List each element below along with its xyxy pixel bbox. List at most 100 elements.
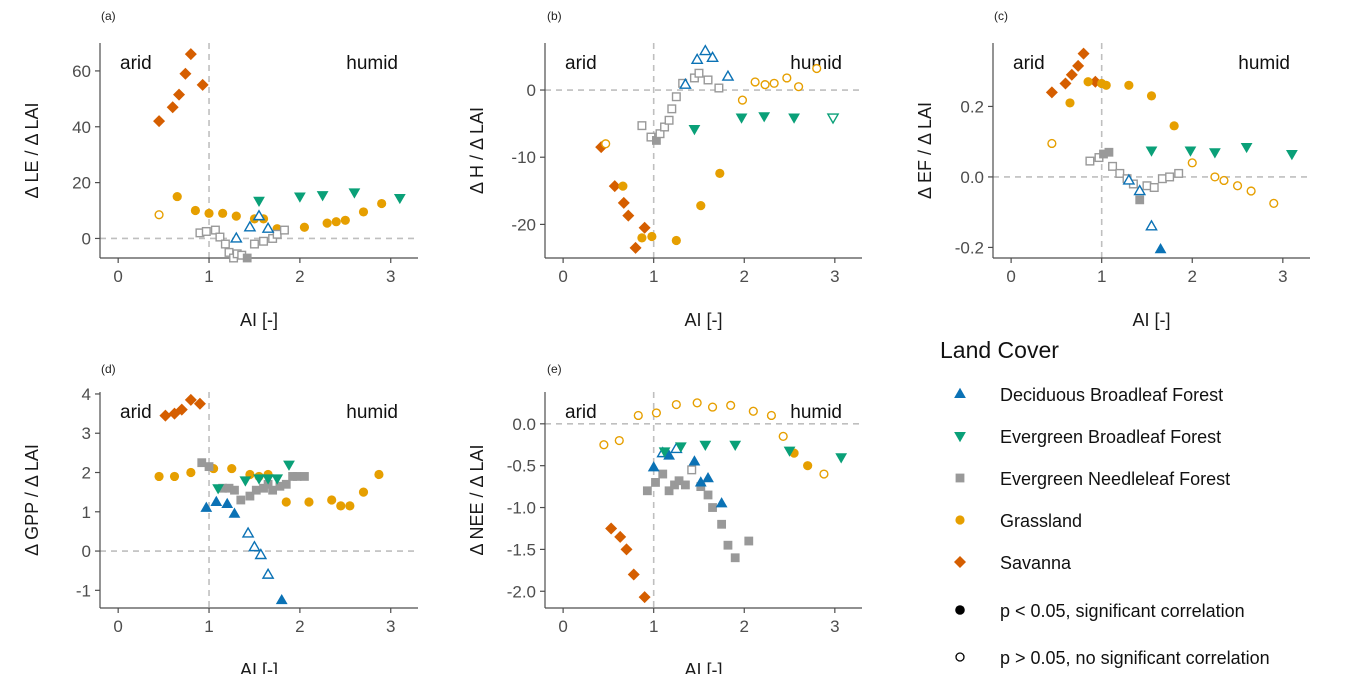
data-point bbox=[1108, 161, 1118, 171]
legend-symbol bbox=[954, 556, 966, 568]
series-evergreen-broadleaf-forest bbox=[1145, 142, 1298, 161]
data-point bbox=[154, 210, 164, 220]
data-point bbox=[1122, 173, 1136, 185]
data-point bbox=[197, 458, 207, 468]
data-point bbox=[348, 188, 361, 199]
data-point bbox=[782, 73, 792, 83]
x-axis-title: AI [-] bbox=[1132, 310, 1170, 330]
series-evergreen-broadleaf-forest bbox=[253, 188, 406, 207]
data-point bbox=[248, 540, 261, 552]
data-point bbox=[605, 522, 618, 535]
data-point bbox=[651, 408, 662, 418]
data-point bbox=[637, 121, 647, 131]
region-label-arid: arid bbox=[120, 402, 152, 423]
data-point bbox=[674, 476, 684, 486]
data-point bbox=[210, 225, 220, 235]
data-point bbox=[220, 239, 230, 249]
data-point bbox=[210, 495, 223, 506]
legend-significance-item: p > 0.05, no significant correlation bbox=[955, 648, 1270, 668]
data-point bbox=[262, 474, 274, 485]
data-point bbox=[826, 113, 840, 125]
data-point bbox=[748, 406, 758, 416]
data-point bbox=[758, 112, 771, 123]
data-point bbox=[1059, 77, 1072, 90]
legend-label: p > 0.05, no significant correlation bbox=[1000, 648, 1270, 668]
data-point bbox=[253, 196, 265, 207]
data-point bbox=[730, 553, 740, 563]
data-point bbox=[374, 469, 384, 480]
data-point bbox=[696, 200, 706, 211]
data-point bbox=[358, 207, 369, 217]
x-tick-label: 3 bbox=[386, 617, 395, 636]
y-tick-label: 2 bbox=[82, 464, 91, 483]
data-point bbox=[670, 480, 679, 490]
data-point bbox=[1142, 181, 1152, 191]
data-point bbox=[1072, 59, 1085, 72]
data-point bbox=[259, 483, 268, 493]
x-tick-label: 2 bbox=[740, 267, 749, 286]
legend-label: Evergreen Broadleaf Forest bbox=[1000, 427, 1221, 447]
data-point bbox=[692, 398, 702, 408]
data-point bbox=[726, 400, 736, 410]
data-point bbox=[627, 568, 640, 581]
legend-title: Land Cover bbox=[940, 337, 1059, 363]
data-point bbox=[281, 497, 291, 507]
y-tick-label: -1.5 bbox=[507, 540, 536, 559]
data-point bbox=[175, 403, 188, 416]
data-point bbox=[1047, 138, 1057, 149]
data-point bbox=[204, 462, 214, 472]
data-point bbox=[166, 101, 179, 114]
data-point bbox=[618, 181, 628, 191]
x-tick-label: 1 bbox=[649, 617, 658, 636]
data-point bbox=[281, 479, 291, 489]
data-point bbox=[340, 215, 350, 225]
data-point bbox=[242, 253, 252, 263]
x-tick-label: 0 bbox=[113, 617, 122, 636]
data-point bbox=[766, 410, 777, 421]
y-axis-title: Δ GPP / Δ LAI bbox=[22, 444, 42, 556]
data-point bbox=[272, 229, 282, 239]
data-point bbox=[835, 453, 848, 464]
series-evergreen-broadleaf-forest bbox=[688, 112, 840, 136]
y-tick-label: 3 bbox=[82, 424, 91, 443]
data-point bbox=[1154, 242, 1167, 254]
data-point bbox=[1174, 168, 1184, 178]
data-point bbox=[300, 472, 309, 481]
x-tick-label: 2 bbox=[295, 617, 304, 636]
data-point bbox=[629, 241, 642, 254]
legend-symbol bbox=[954, 431, 966, 443]
data-point bbox=[283, 460, 295, 471]
x-tick-label: 3 bbox=[830, 617, 839, 636]
data-point bbox=[706, 50, 719, 62]
data-point bbox=[687, 465, 697, 475]
y-tick-label: -2.0 bbox=[507, 582, 536, 601]
data-point bbox=[1165, 172, 1175, 182]
data-point bbox=[812, 63, 822, 74]
legend-item: Evergreen Broadleaf Forest bbox=[954, 427, 1221, 447]
data-point bbox=[253, 474, 265, 485]
series-deciduous-broadleaf-forest bbox=[229, 209, 275, 243]
data-point bbox=[224, 483, 234, 493]
data-point bbox=[783, 446, 796, 457]
data-point bbox=[1240, 142, 1253, 154]
series-evergreen-broadleaf-forest bbox=[212, 460, 295, 495]
data-point bbox=[215, 232, 225, 242]
data-point bbox=[622, 209, 635, 222]
data-point bbox=[153, 115, 166, 128]
y-tick-label: 0.2 bbox=[960, 97, 984, 116]
panel-label: (c) bbox=[994, 9, 1008, 23]
data-point bbox=[259, 236, 269, 246]
data-point bbox=[1145, 219, 1158, 231]
data-point bbox=[193, 397, 206, 410]
data-point bbox=[663, 449, 675, 460]
x-tick-label: 3 bbox=[386, 267, 395, 286]
series-deciduous-broadleaf-forest bbox=[679, 44, 735, 89]
data-point bbox=[696, 482, 706, 492]
data-point bbox=[288, 472, 298, 481]
region-label-humid: humid bbox=[790, 53, 842, 74]
series-grassland bbox=[599, 398, 829, 479]
data-point bbox=[1219, 175, 1229, 186]
y-tick-label: -1 bbox=[76, 581, 91, 600]
data-point bbox=[279, 225, 289, 235]
data-point bbox=[793, 82, 804, 92]
